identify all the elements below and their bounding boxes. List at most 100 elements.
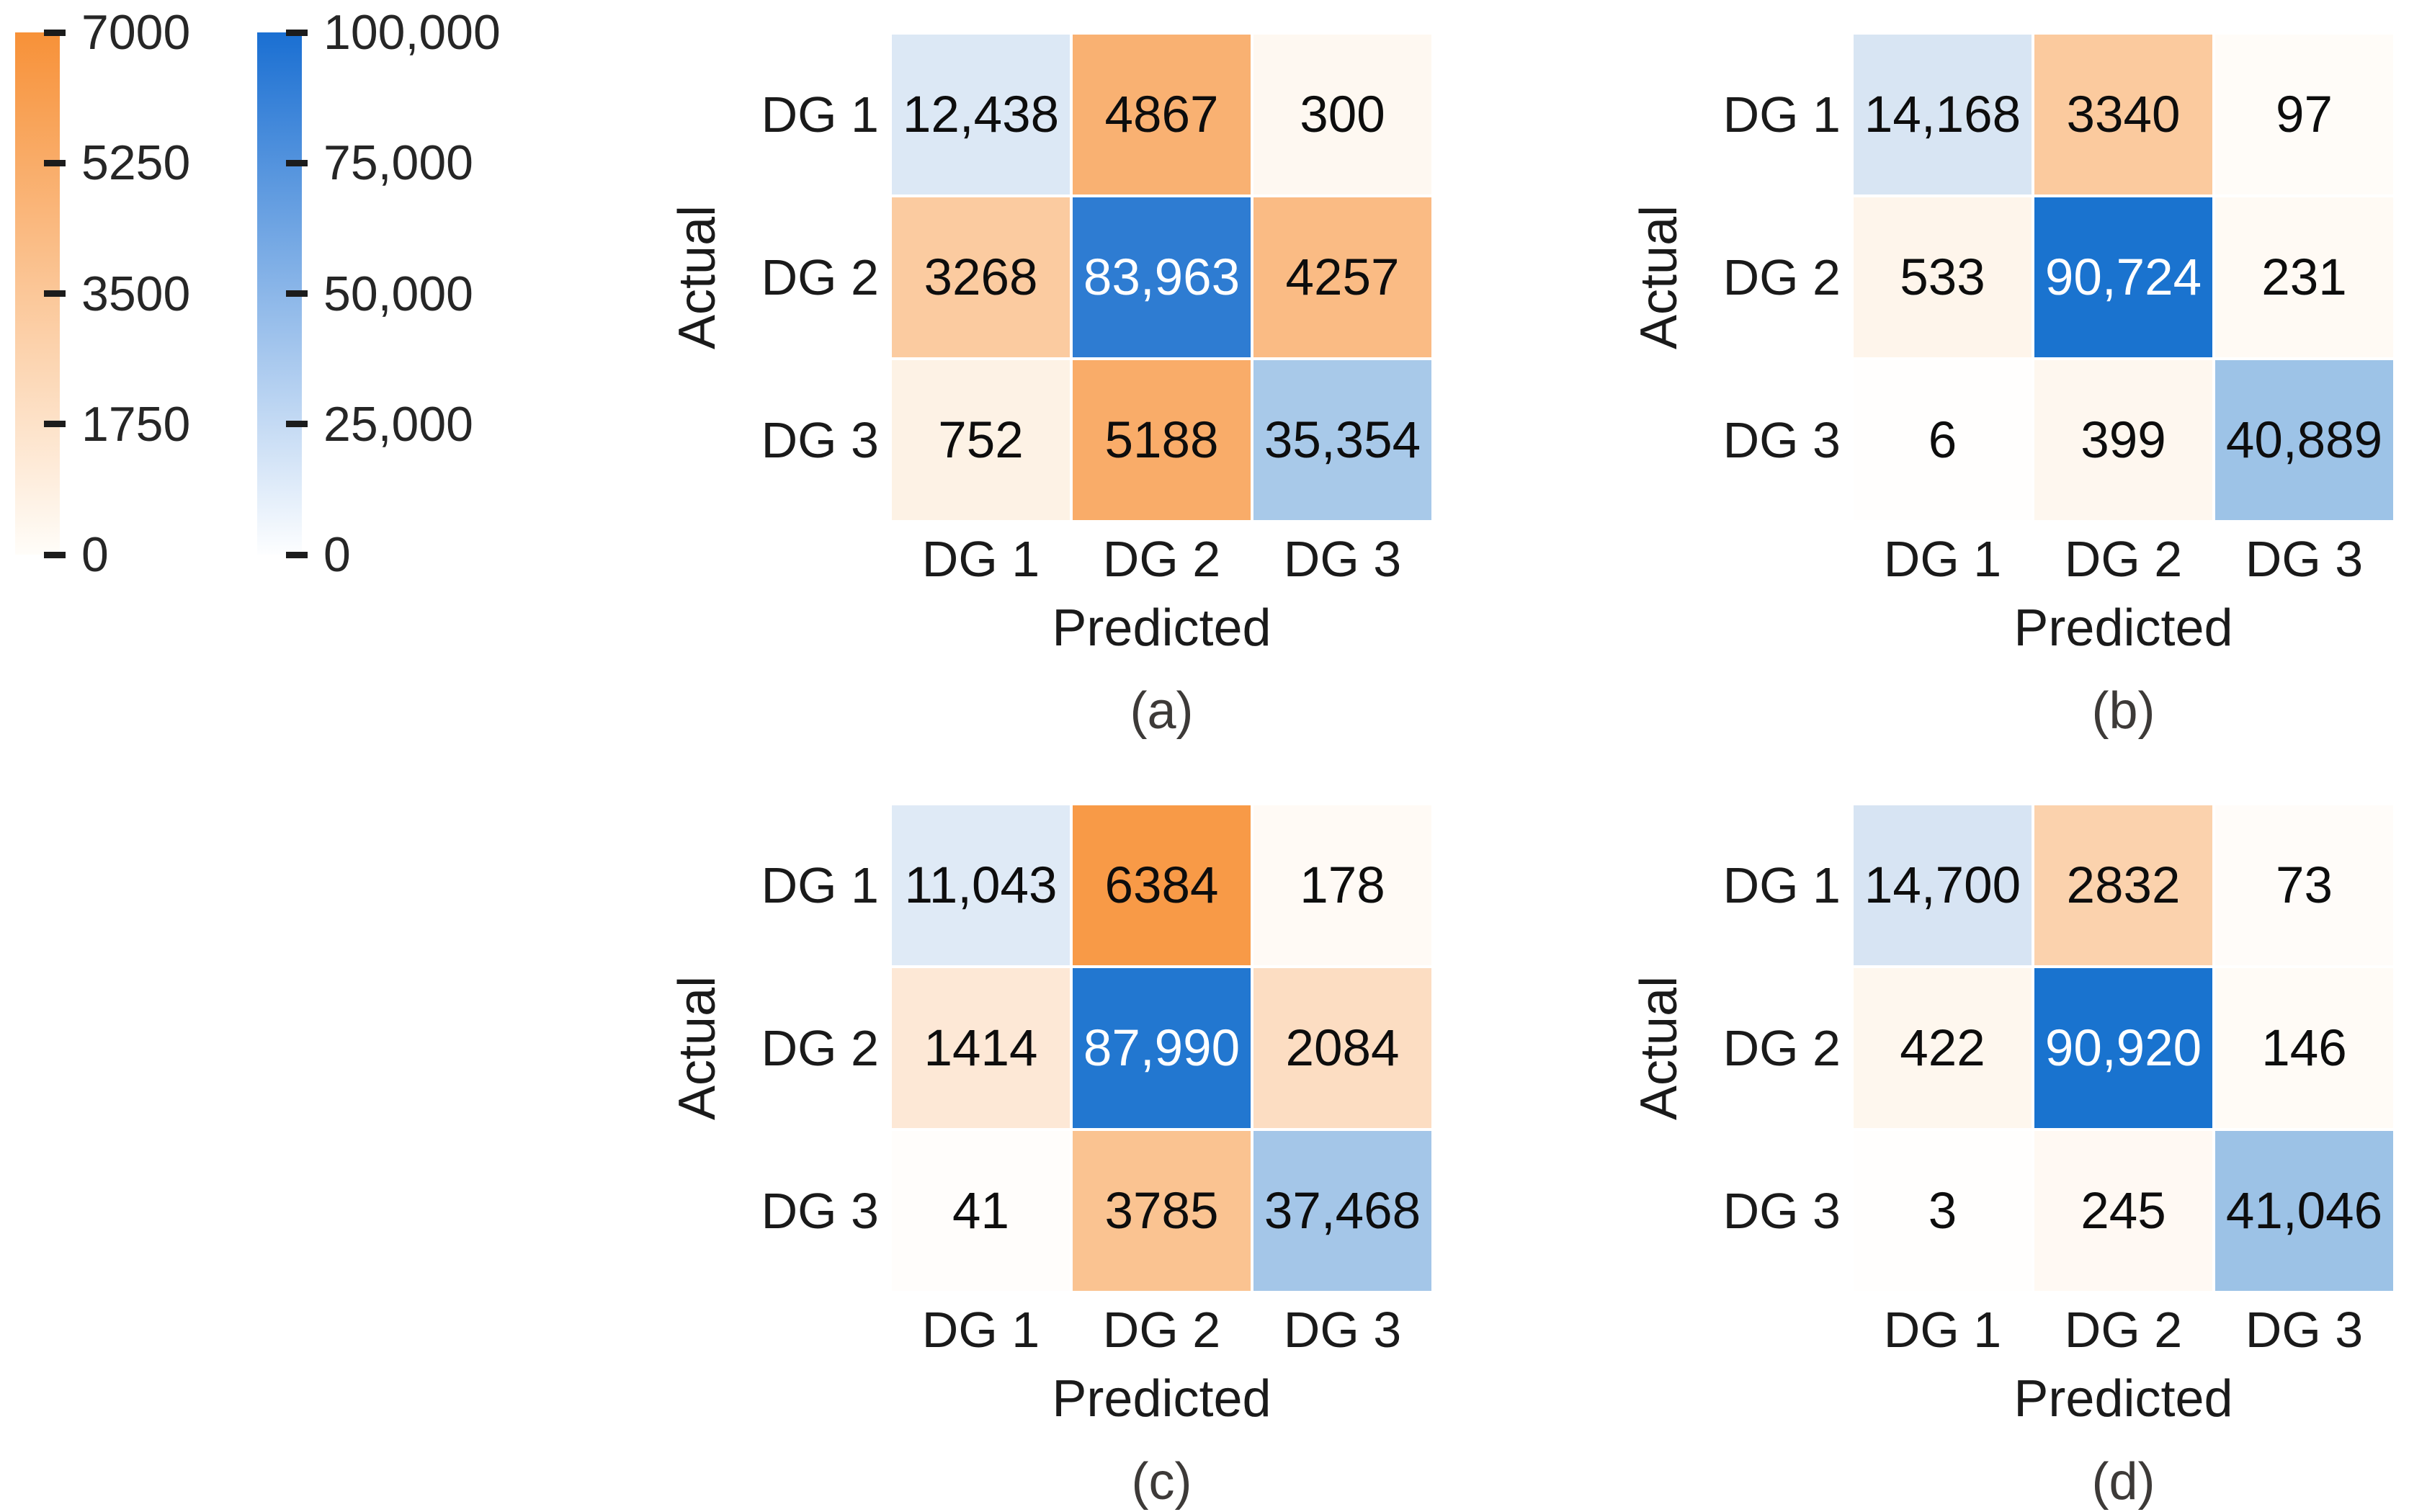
cell-value: 4257 [1285, 249, 1400, 306]
row-label: DG 2 [1722, 1020, 1841, 1076]
cell-value: 6 [1928, 411, 1957, 469]
matrix-cell-r1c3: 73 [2215, 805, 2393, 965]
colorbar-tick-label: 100,000 [323, 5, 501, 60]
col-label: DG 2 [1102, 1302, 1221, 1358]
panel-caption: (b) [2091, 682, 2155, 740]
cell-value: 2084 [1285, 1019, 1400, 1077]
panel-caption: (c) [1131, 1453, 1192, 1511]
row-label: DG 3 [1722, 412, 1841, 468]
row-label: DG 2 [761, 249, 879, 305]
panel-caption: (a) [1130, 682, 1194, 740]
confusion-matrix-d: Actual DG 1 DG 2 DG 3 14,700 2832 73 422 90,920 1… [1630, 805, 2393, 1512]
cell-value: 178 [1300, 856, 1385, 914]
matrix-cell-r2c3: 231 [2215, 197, 2393, 357]
matrix-cell-r3c1: 41 [892, 1131, 1070, 1291]
colorbar-tick-label: 50,000 [323, 266, 473, 321]
row-label: DG 1 [761, 86, 879, 143]
cell-value: 245 [2080, 1182, 2166, 1240]
colorbar-tick: 5250 [44, 138, 190, 187]
matrix-cell-r3c3: 41,046 [2215, 1131, 2393, 1291]
matrix-cells: 12,438 4867 300 3268 83,963 4257 752 5188 35,354 [892, 35, 1431, 520]
cell-value: 35,354 [1264, 411, 1421, 469]
matrix-cell-r3c2: 245 [2034, 1131, 2212, 1291]
confusion-matrix-c: Actual DG 1 DG 2 DG 3 11,043 6384 178 1414 87,99… [669, 805, 1431, 1512]
cell-value: 399 [2080, 411, 2166, 469]
colorbar-tick-mark [44, 421, 66, 428]
cell-value: 5188 [1104, 411, 1219, 469]
matrix-cells: 14,700 2832 73 422 90,920 146 3 245 41,046 [1854, 805, 2393, 1291]
cell-value: 3268 [924, 249, 1038, 306]
axis-label-predicted: Predicted [2014, 1370, 2233, 1428]
colorbar-tick: 50,000 [286, 269, 473, 318]
colorbar-tick-label: 0 [81, 527, 109, 582]
col-label: DG 3 [2245, 1302, 2364, 1358]
cell-value: 3785 [1104, 1182, 1219, 1240]
cell-value: 146 [2261, 1019, 2347, 1077]
matrix-cell-r2c3: 146 [2215, 968, 2393, 1128]
matrix-cell-r3c3: 35,354 [1253, 360, 1431, 520]
colorbar-tick-label: 7000 [81, 5, 191, 60]
cell-value: 97 [2276, 86, 2333, 143]
cell-value: 2832 [2066, 856, 2181, 914]
axis-label-predicted: Predicted [1052, 599, 1271, 657]
cell-value: 6384 [1104, 856, 1219, 914]
cell-value: 14,700 [1864, 856, 2021, 914]
matrix-cell-r2c3: 4257 [1253, 197, 1431, 357]
matrix-cell-r2c1: 3268 [892, 197, 1070, 357]
row-label: DG 2 [1722, 249, 1841, 305]
colorbar-tick-label: 5250 [81, 135, 191, 191]
col-label: DG 1 [921, 531, 1040, 587]
confusion-matrix-a: Actual DG 1 DG 2 DG 3 12,438 4867 300 3268 83,96… [669, 35, 1431, 755]
matrix-cell-r1c3: 97 [2215, 35, 2393, 194]
colorbar-tick-label: 0 [323, 527, 351, 582]
matrix-cell-r3c1: 6 [1854, 360, 2032, 520]
cell-value: 422 [1900, 1019, 1985, 1077]
column-labels: DG 1 DG 2 DG 3 [1854, 530, 2393, 587]
row-label: DG 1 [761, 857, 879, 913]
cell-value: 14,168 [1864, 86, 2021, 143]
matrix-cell-r3c3: 40,889 [2215, 360, 2393, 520]
row-label: DG 1 [1722, 857, 1841, 913]
row-label: DG 1 [1722, 86, 1841, 143]
colorbar-tick-mark [286, 290, 308, 297]
colorbar-tick-label: 75,000 [323, 135, 473, 191]
colorbar-tick: 0 [44, 530, 109, 579]
col-label: DG 3 [1283, 531, 1402, 587]
matrix-cell-r3c2: 399 [2034, 360, 2212, 520]
col-label: DG 3 [2245, 531, 2364, 587]
row-label: DG 3 [761, 1183, 879, 1239]
matrix-cells: 11,043 6384 178 1414 87,990 2084 41 3785 37,468 [892, 805, 1431, 1291]
matrix-cell-r1c1: 12,438 [892, 35, 1070, 194]
panel-caption: (d) [2091, 1453, 2155, 1511]
matrix-cell-r2c1: 422 [1854, 968, 2032, 1128]
matrix-cell-r2c2: 90,920 [2034, 968, 2212, 1128]
cell-value: 90,724 [2044, 249, 2202, 306]
matrix-cell-r2c2: 83,963 [1073, 197, 1251, 357]
cell-value: 12,438 [902, 86, 1060, 143]
matrix-cell-r2c3: 2084 [1253, 968, 1431, 1128]
col-label: DG 1 [1883, 1302, 2002, 1358]
matrix-cell-r2c1: 1414 [892, 968, 1070, 1128]
cell-value: 37,468 [1264, 1182, 1421, 1240]
colorbar-tick: 75,000 [286, 138, 473, 187]
colorbar-tick-mark [44, 551, 66, 558]
cell-value: 3 [1928, 1182, 1957, 1240]
colorbar-tick-mark [44, 290, 66, 297]
colorbar-tick-mark [44, 159, 66, 166]
cell-value: 40,889 [2225, 411, 2383, 469]
cell-value: 533 [1900, 249, 1985, 306]
cell-value: 3340 [2066, 86, 2181, 143]
colorbar-tick-label: 25,000 [323, 396, 473, 452]
matrix-cell-r2c2: 87,990 [1073, 968, 1251, 1128]
colorbar-tick: 100,000 [286, 8, 501, 57]
correct-colorbar: 100,000 75,000 50,000 25,000 0 [257, 8, 567, 609]
matrix-cells: 14,168 3340 97 533 90,724 231 6 399 40,889 [1854, 35, 2393, 520]
matrix-cell-r3c2: 3785 [1073, 1131, 1251, 1291]
row-label: DG 3 [761, 412, 879, 468]
colorbar-tick: 25,000 [286, 400, 473, 449]
cell-value: 41,046 [2225, 1182, 2383, 1240]
matrix-cell-r1c2: 6384 [1073, 805, 1251, 965]
colorbar-tick-mark [286, 421, 308, 428]
row-label: DG 3 [1722, 1183, 1841, 1239]
